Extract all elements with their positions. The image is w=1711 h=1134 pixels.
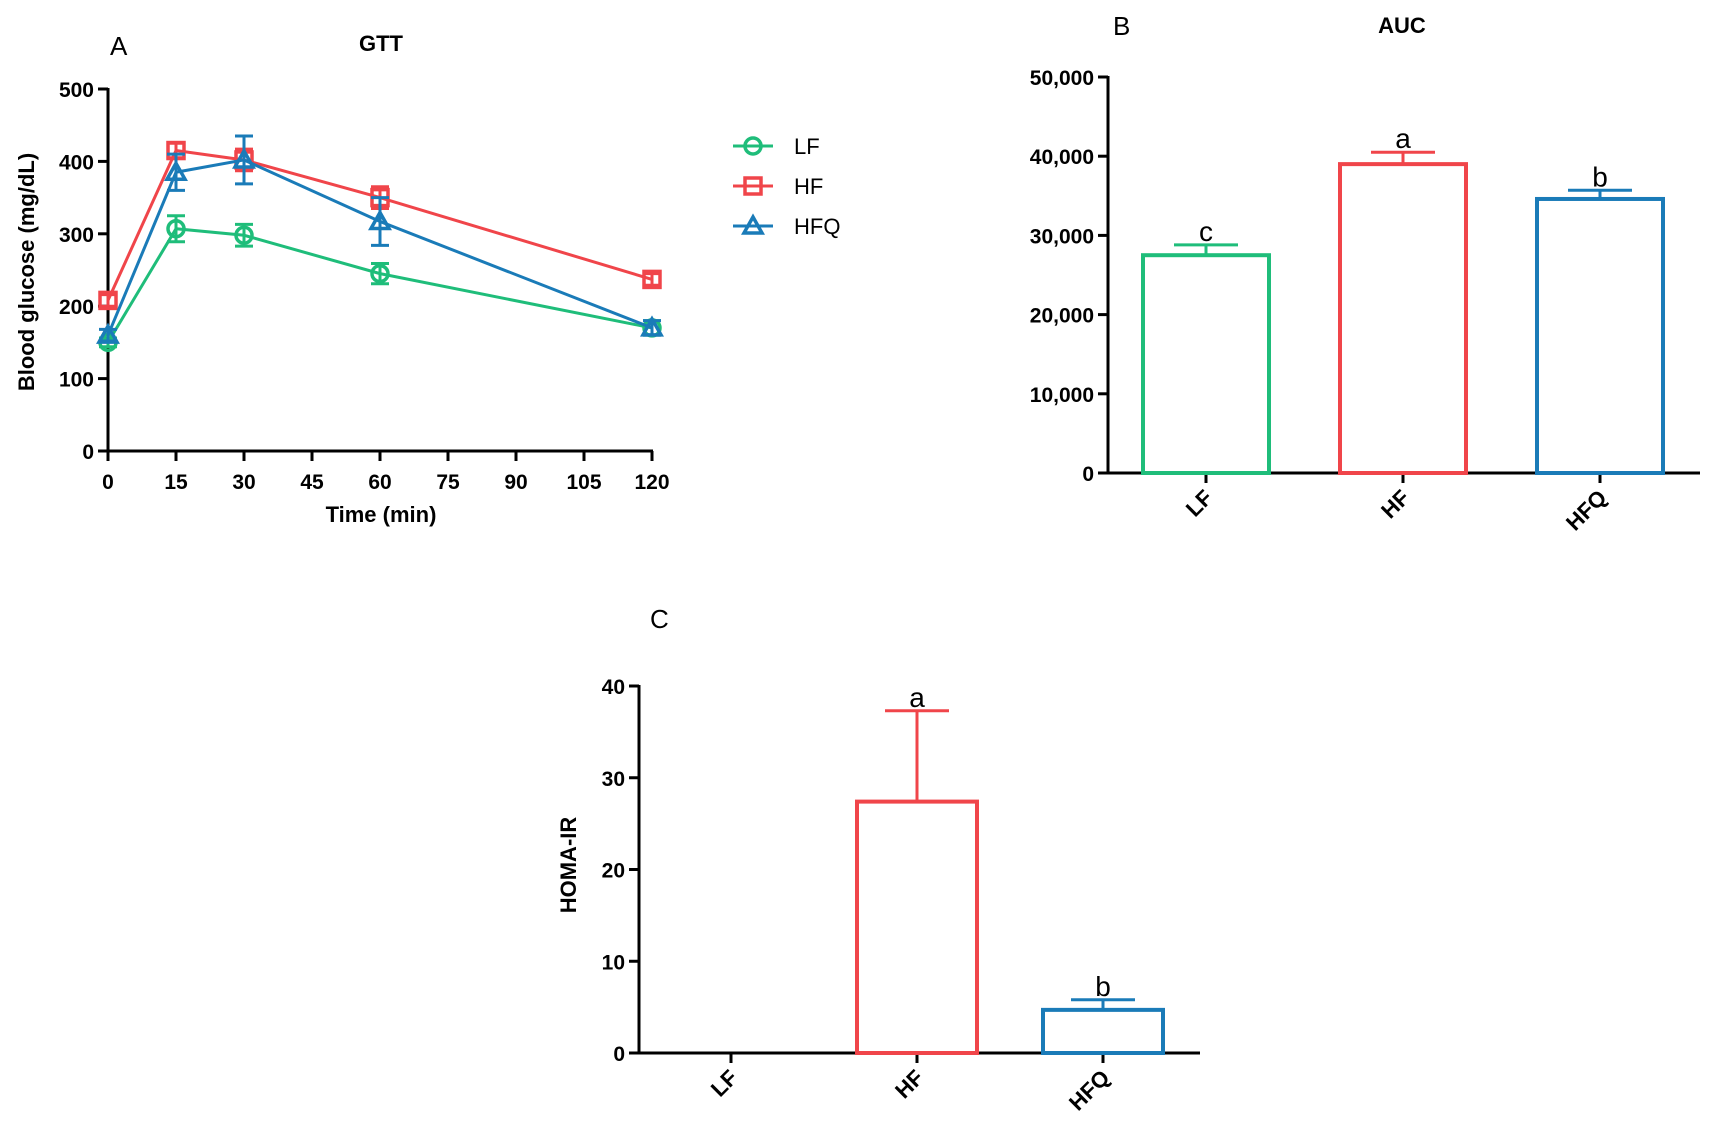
y-tick-label: 20,000 bbox=[1030, 305, 1094, 328]
y-tick-label: 400 bbox=[59, 151, 94, 174]
y-tick-label: 200 bbox=[59, 296, 94, 319]
y-tick-label: 20 bbox=[602, 860, 625, 883]
legend-entry-lf: LF bbox=[733, 134, 820, 159]
y-tick-label: 500 bbox=[59, 79, 94, 102]
bar-group-hf: a bbox=[855, 682, 979, 1055]
y-axis-label: HOMA-IR bbox=[556, 817, 581, 914]
significance-letter: b bbox=[1592, 161, 1608, 192]
data-point-square bbox=[743, 176, 763, 196]
legend: LF HF HFQ bbox=[733, 134, 840, 239]
data-point-circle bbox=[234, 225, 254, 245]
significance-letter: a bbox=[1395, 123, 1411, 154]
chart-title-gtt: GTT bbox=[359, 31, 404, 56]
x-tick-label-hf: HF bbox=[890, 1065, 928, 1103]
panel-b-auc-chart: B AUC 0 10,000 20,000 30,000 40,000 50,000 LF H… bbox=[1030, 11, 1700, 535]
x-tick-label-hfq: HFQ bbox=[1561, 485, 1612, 536]
y-axis-label: Blood glucose (mg/dL) bbox=[14, 153, 39, 391]
legend-label: HFQ bbox=[794, 214, 840, 239]
x-tick-label: 45 bbox=[300, 471, 324, 494]
x-tick-label: 0 bbox=[102, 471, 114, 494]
panel-label-a: A bbox=[110, 31, 128, 61]
data-point-triangle bbox=[741, 213, 765, 235]
y-tick-label: 30,000 bbox=[1030, 225, 1094, 248]
series-hfq bbox=[96, 134, 664, 344]
x-tick-label: 60 bbox=[368, 471, 391, 494]
y-tick-label: 30 bbox=[602, 768, 625, 791]
legend-entry-hfq: HFQ bbox=[733, 213, 840, 239]
data-point-triangle bbox=[96, 322, 120, 344]
bar-hfq bbox=[1535, 196, 1665, 476]
chart-title-auc: AUC bbox=[1378, 13, 1426, 38]
data-point-circle bbox=[743, 136, 763, 156]
data-point-triangle bbox=[368, 208, 392, 231]
x-tick-label: 30 bbox=[232, 471, 255, 494]
legend-label: LF bbox=[794, 134, 820, 159]
data-point-circle bbox=[166, 218, 186, 239]
significance-letter: b bbox=[1095, 971, 1111, 1002]
x-tick-label: 75 bbox=[436, 471, 460, 494]
bar-hfq bbox=[1041, 1007, 1165, 1056]
data-point-triangle bbox=[232, 147, 256, 169]
x-tick-label: 120 bbox=[634, 471, 669, 494]
bars-group: c a b bbox=[1141, 123, 1665, 476]
bar-group-hfq: b bbox=[1535, 161, 1665, 476]
data-point-square bbox=[642, 269, 662, 290]
x-tick-label-lf: LF bbox=[706, 1065, 743, 1102]
panel-label-c: C bbox=[650, 604, 669, 634]
y-tick-label: 50,000 bbox=[1030, 67, 1094, 90]
x-tick-label: 105 bbox=[566, 471, 601, 494]
legend-label: HF bbox=[794, 174, 823, 199]
y-tick-label: 40,000 bbox=[1030, 146, 1094, 169]
significance-letter: a bbox=[909, 682, 925, 713]
panel-a-gtt-chart: A GTT Time (min) Blood glucose (mg/dL) 0… bbox=[14, 31, 840, 527]
y-tick-label: 10,000 bbox=[1030, 384, 1094, 407]
bar-lf bbox=[1141, 253, 1271, 475]
bar-group-lf: c bbox=[1141, 216, 1271, 475]
data-point-triangle bbox=[164, 159, 188, 182]
panel-label-b: B bbox=[1113, 11, 1130, 41]
y-tick-label: 100 bbox=[59, 369, 94, 392]
y-tick-label: 0 bbox=[82, 441, 94, 464]
significance-letter: c bbox=[1199, 216, 1213, 247]
axes: 0 100 200 300 400 500 0 15 30 45 60 75 90 105 120 bbox=[59, 79, 670, 494]
x-axis-label: Time (min) bbox=[326, 502, 437, 527]
y-tick-label: 40 bbox=[602, 676, 625, 699]
x-tick-label: 90 bbox=[504, 471, 527, 494]
axes: 0 10 20 30 40 LF HF HFQ bbox=[602, 676, 1200, 1115]
bar-hf bbox=[1338, 162, 1468, 475]
data-point-circle bbox=[370, 263, 390, 284]
x-tick-label-hfq: HFQ bbox=[1064, 1065, 1115, 1116]
bars-group: ab bbox=[855, 682, 1165, 1056]
y-tick-label: 10 bbox=[602, 951, 625, 974]
bar-group-hf: a bbox=[1338, 123, 1468, 475]
data-point-square bbox=[98, 290, 118, 311]
y-tick-label: 0 bbox=[613, 1043, 625, 1066]
bar-hf bbox=[855, 799, 979, 1055]
x-tick-label-hf: HF bbox=[1376, 485, 1414, 523]
legend-entry-hf: HF bbox=[733, 174, 823, 199]
y-tick-label: 300 bbox=[59, 224, 94, 247]
x-tick-label-lf: LF bbox=[1181, 485, 1218, 522]
series-group bbox=[96, 134, 664, 353]
x-tick-label: 15 bbox=[164, 471, 188, 494]
y-tick-label: 0 bbox=[1082, 463, 1094, 486]
bar-group-hfq: b bbox=[1041, 971, 1165, 1056]
data-point-triangle bbox=[640, 315, 664, 337]
axes: 0 10,000 20,000 30,000 40,000 50,000 LF HF HFQ bbox=[1030, 67, 1700, 535]
